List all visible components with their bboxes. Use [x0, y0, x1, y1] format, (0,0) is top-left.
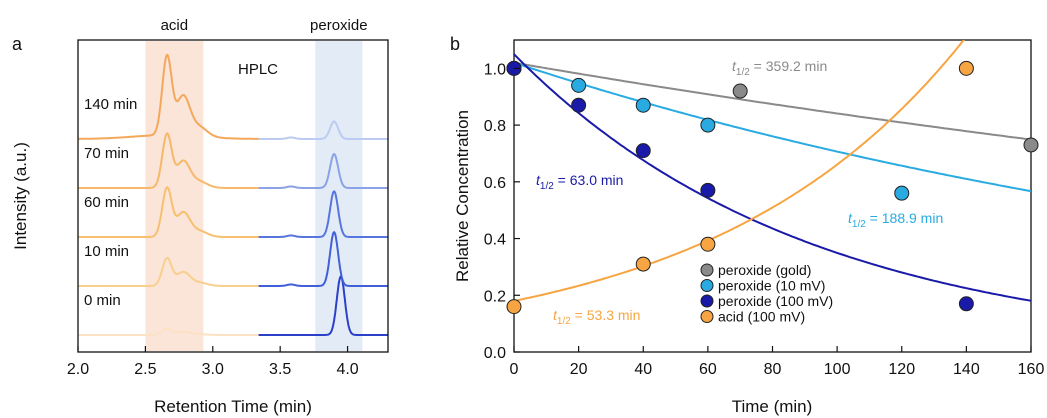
- panel-label-b: b: [450, 34, 460, 54]
- trace-acid-140-min: [78, 53, 259, 140]
- legend-label: peroxide (gold): [718, 262, 811, 278]
- legend-marker: [700, 294, 714, 308]
- legend-label: peroxide (10 mV): [718, 278, 825, 294]
- y-axis-label-a: Intensity (a.u.): [11, 142, 30, 250]
- data-point: [700, 182, 716, 198]
- data-point: [700, 117, 716, 133]
- x-tick-label-a: 4.0: [336, 361, 358, 378]
- data-point: [894, 185, 910, 201]
- legend-label: acid (100 mV): [718, 309, 805, 325]
- region-acid: [145, 41, 204, 351]
- x-tick-label-b: 0: [510, 361, 519, 378]
- y-tick-label-b: 0.6: [484, 175, 506, 192]
- trace-acid-70-min: [78, 132, 259, 189]
- region-label-peroxide: peroxide: [310, 17, 368, 34]
- half-life-label: t1/2 = 53.3 min: [553, 307, 640, 327]
- plot-frame-a: [77, 39, 389, 353]
- legend: peroxide (gold)peroxide (10 mV)peroxide …: [700, 262, 833, 325]
- legend-label: peroxide (100 mV): [718, 293, 833, 309]
- y-axis-label-b: Relative Concentration: [453, 110, 472, 282]
- y-tick-label-b: 0.4: [484, 232, 506, 249]
- y-axis-ticks-b: 0.0 0.2 0.4 0.6 0.8 1.0: [484, 61, 520, 362]
- region-labels: acid peroxide: [161, 17, 368, 34]
- trace-label: 140 min: [84, 96, 137, 113]
- x-tick-label-b: 60: [699, 361, 717, 378]
- y-tick-label-b: 1.0: [484, 61, 506, 78]
- trace-peroxide-60-min: [258, 190, 388, 238]
- x-tick-label-b: 80: [764, 361, 782, 378]
- data-point: [1023, 137, 1039, 153]
- trace-acid-10-min: [78, 256, 259, 287]
- x-tick-label-b: 120: [888, 361, 915, 378]
- data-point: [635, 97, 651, 113]
- x-axis-label-b: Time (min): [732, 397, 813, 416]
- x-tick-label-a: 3.0: [202, 361, 224, 378]
- half-life-label: t1/2 = 188.9 min: [848, 210, 943, 230]
- fit-curves: [514, 40, 1031, 302]
- legend-marker: [700, 263, 714, 277]
- data-point: [635, 143, 651, 159]
- data-point: [700, 236, 716, 252]
- x-tick-label-b: 20: [570, 361, 588, 378]
- x-tick-label-b: 40: [634, 361, 652, 378]
- fit-curve-peroxide-100-mv-: [514, 53, 1031, 302]
- x-tick-label-a: 2.0: [67, 361, 89, 378]
- panel-label-a: a: [12, 34, 23, 54]
- trace-acid-60-min: [78, 186, 259, 238]
- data-point: [732, 83, 748, 99]
- trace-peroxide-70-min: [258, 152, 388, 189]
- x-axis-label-a: Retention Time (min): [154, 397, 312, 416]
- data-point: [506, 299, 522, 315]
- panel-b-kinetics: 0 20 40 60 80 100 120 140 160 0.0 0.2 0.4 0.6 0.8 1.0…: [453, 39, 1045, 416]
- y-tick-label-b: 0.0: [484, 345, 506, 362]
- trace-label: 10 min: [84, 243, 129, 260]
- hplc-label: HPLC: [238, 61, 278, 78]
- half-life-label: t1/2 = 63.0 min: [536, 172, 623, 192]
- data-point: [635, 256, 651, 272]
- region-peroxide: [315, 41, 363, 351]
- trace-acid-0-min: [78, 327, 259, 336]
- fit-curve-peroxide-10-mv-: [514, 61, 1031, 193]
- highlight-regions: [145, 41, 363, 351]
- data-point: [571, 97, 587, 113]
- trace-label: 60 min: [84, 194, 129, 211]
- trace-label: 0 min: [84, 292, 121, 309]
- y-tick-label-b: 0.8: [484, 118, 506, 135]
- trace-peroxide-140-min: [258, 120, 388, 140]
- x-tick-label-b: 160: [1018, 361, 1045, 378]
- y-tick-label-b: 0.2: [484, 288, 506, 305]
- x-axis-ticks-b: 0 20 40 60 80 100 120 140 160: [510, 346, 1045, 378]
- x-tick-label-b: 140: [953, 361, 980, 378]
- data-point: [958, 60, 974, 76]
- region-label-acid: acid: [161, 17, 189, 34]
- trace-peroxide-10-min: [258, 230, 388, 287]
- fit-curve-acid-100-mv-: [514, 40, 966, 302]
- legend-marker: [700, 279, 714, 292]
- x-axis-ticks-a: 2.0 2.5 3.0 3.5 4.0: [67, 346, 359, 378]
- panel-a-chromatograms: 2.0 2.5 3.0 3.5 4.0 0 min 10 min 60 min 70 min 1…: [11, 17, 389, 416]
- trace-labels: 0 min 10 min 60 min 70 min 140 min: [84, 96, 137, 309]
- chromatogram-traces: [78, 53, 388, 336]
- x-tick-label-b: 100: [824, 361, 851, 378]
- data-point: [571, 77, 587, 93]
- legend-marker: [700, 310, 714, 323]
- fit-curve-peroxide-gold-: [514, 61, 1031, 141]
- half-life-annotations: t1/2 = 359.2 min t1/2 = 188.9 min t1/2 = 6…: [536, 58, 943, 327]
- x-tick-label-a: 2.5: [134, 361, 156, 378]
- half-life-label: t1/2 = 359.2 min: [732, 58, 827, 78]
- data-point: [958, 296, 974, 312]
- trace-label: 70 min: [84, 145, 129, 162]
- x-tick-label-a: 3.5: [269, 361, 291, 378]
- trace-peroxide-0-min: [258, 275, 388, 336]
